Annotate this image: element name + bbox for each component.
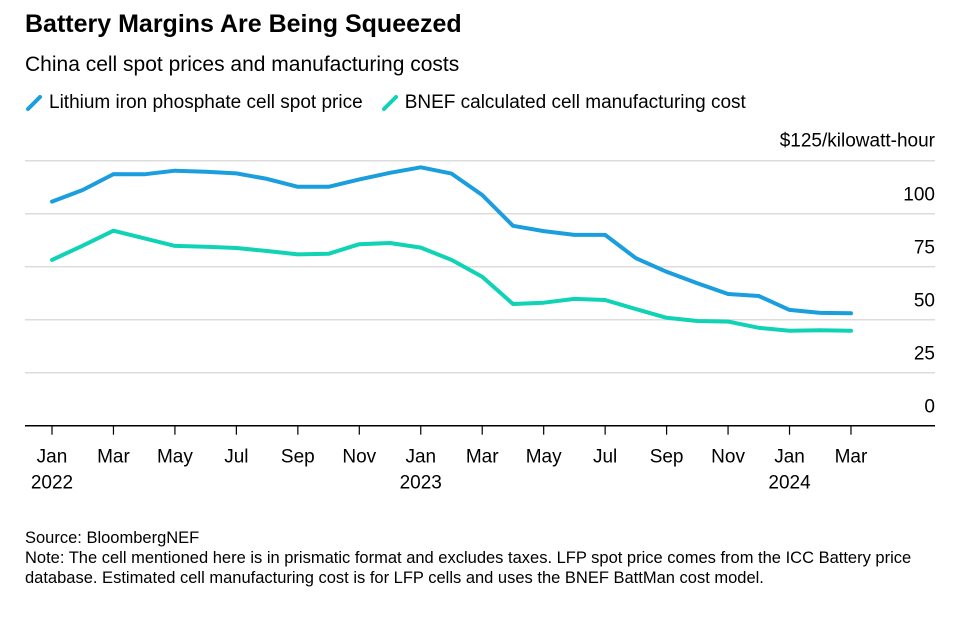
- legend: Lithium iron phosphate cell spot price B…: [25, 92, 746, 114]
- y-tick-label: 100: [903, 185, 935, 206]
- y-axis-unit-label: $125/kilowatt-hour: [780, 131, 936, 152]
- line-chart: 0 25 50 75 100 $125/kilowatt-hour Jan 2022 Mar Ma…: [25, 131, 936, 494]
- y-tick-label: 25: [914, 344, 935, 365]
- legend-line-icon: [26, 95, 42, 111]
- source-text: Source: BloombergNEF: [25, 529, 200, 547]
- y-tick-label: 50: [914, 291, 935, 312]
- x-tick-label: Sep: [650, 447, 684, 468]
- x-tick-label: Mar: [466, 447, 499, 468]
- x-tick-label: Jul: [593, 447, 617, 468]
- x-tick-label: Mar: [97, 447, 130, 468]
- x-tick-year-label: 2023: [400, 473, 442, 494]
- series-line-manufacturing-cost: [50, 228, 853, 333]
- x-tick-label: May: [526, 447, 562, 468]
- legend-label: BNEF calculated cell manufacturing cost: [404, 92, 746, 113]
- legend-item-manufacturing-cost: BNEF calculated cell manufacturing cost: [381, 92, 746, 114]
- chart-title: Battery Margins Are Being Squeezed: [25, 10, 462, 38]
- legend-label: Lithium iron phosphate cell spot price: [49, 92, 363, 113]
- x-tick-year-label: 2024: [768, 473, 811, 494]
- y-tick-label: 75: [914, 238, 935, 259]
- x-tick-label: Mar: [835, 447, 868, 468]
- x-tick-label: Jul: [224, 447, 248, 468]
- x-tick-label: Sep: [281, 447, 315, 468]
- x-tick-label: Jan: [774, 447, 805, 468]
- x-tick-label: Nov: [342, 447, 376, 468]
- legend-line-icon: [381, 95, 398, 111]
- x-tick-label: May: [157, 447, 193, 468]
- y-tick-label: 0: [924, 397, 935, 418]
- x-tick-year-label: 2022: [31, 473, 73, 494]
- note-text: Note: The cell mentioned here is in pris…: [25, 549, 912, 587]
- x-tick-label: Nov: [711, 447, 745, 468]
- chart-subtitle: China cell spot prices and manufacturing…: [25, 53, 460, 76]
- series-line-spot-price: [50, 165, 853, 316]
- footer: Source: BloombergNEF Note: The cell ment…: [25, 528, 945, 588]
- legend-item-spot-price: Lithium iron phosphate cell spot price: [25, 92, 363, 114]
- x-tick-label: Jan: [37, 447, 68, 468]
- x-tick-label: Jan: [405, 447, 436, 468]
